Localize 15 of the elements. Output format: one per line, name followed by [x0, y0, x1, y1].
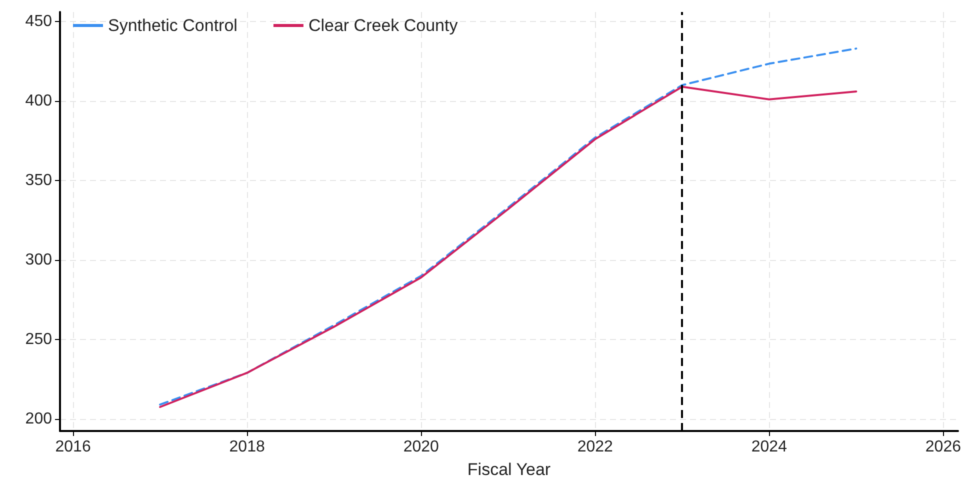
- legend-label: Clear Creek County: [308, 16, 458, 35]
- y-tick-label: 250: [25, 330, 52, 348]
- x-tick-label: 2016: [55, 438, 91, 456]
- x-tick-label: 2024: [751, 438, 788, 456]
- y-tick-label: 200: [25, 410, 52, 428]
- x-tick-label: 2020: [403, 438, 440, 456]
- y-tick-label: 350: [25, 172, 52, 189]
- x-tick-label: 2022: [577, 438, 614, 456]
- x-axis-title: Fiscal Year: [467, 460, 551, 479]
- y-tick-label: 300: [25, 251, 52, 268]
- y-tick-label: 400: [25, 92, 52, 110]
- y-tick-label: 450: [25, 13, 52, 30]
- x-tick-label: 2026: [925, 438, 962, 456]
- x-tick-label: 2018: [229, 438, 265, 456]
- legend-label: Synthetic Control: [108, 16, 238, 35]
